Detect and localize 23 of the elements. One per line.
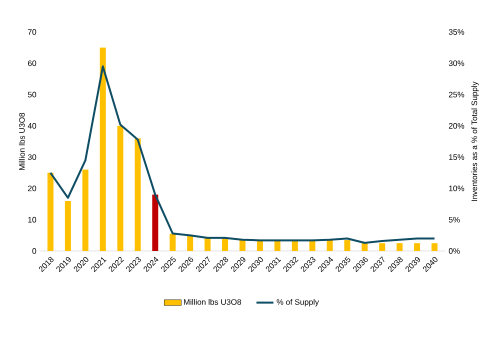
bar	[256, 240, 263, 251]
bar	[64, 200, 71, 251]
bar	[82, 170, 88, 251]
bar	[117, 126, 124, 251]
bar	[344, 240, 350, 251]
bar	[204, 238, 211, 251]
bar	[152, 194, 158, 251]
bar	[326, 240, 333, 251]
bar	[274, 240, 280, 251]
bar	[379, 243, 386, 251]
bar	[362, 243, 368, 251]
bar	[134, 138, 141, 251]
bar	[100, 48, 106, 251]
bar	[292, 240, 298, 251]
bar	[432, 243, 438, 251]
bar	[396, 243, 403, 251]
bar	[222, 238, 228, 251]
bar	[240, 240, 246, 251]
bar	[170, 234, 176, 251]
bar	[187, 236, 194, 251]
bar	[414, 243, 420, 251]
bar	[47, 172, 54, 251]
bar	[309, 240, 316, 251]
